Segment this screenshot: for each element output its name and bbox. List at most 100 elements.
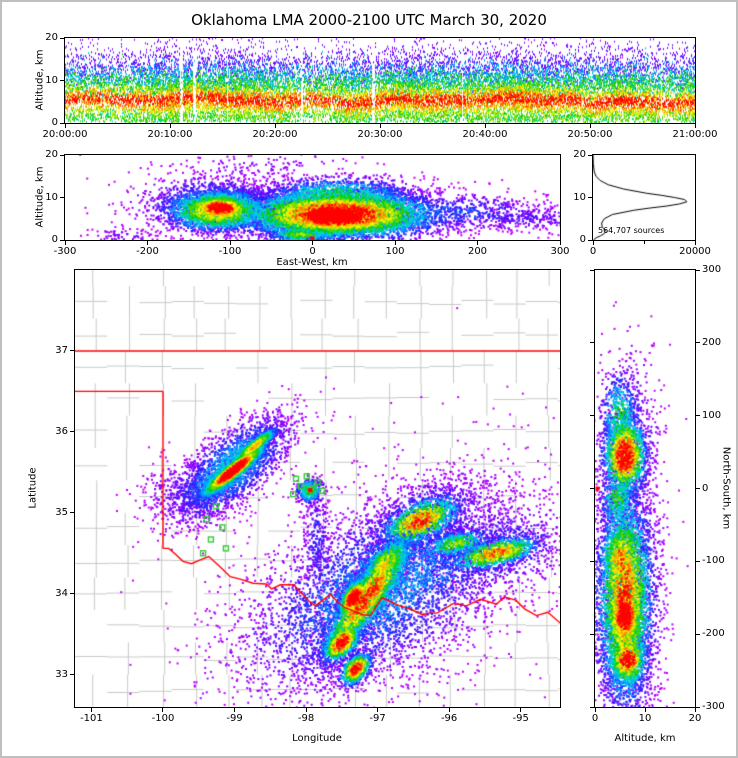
time-height-heatmap-canvas — [65, 38, 695, 123]
x-tick-label: 20:10:00 — [147, 129, 193, 140]
y-tick-mark — [70, 512, 74, 514]
x-tick-mark — [229, 241, 231, 245]
x-minor-tick-mark — [643, 241, 645, 244]
y-tick-label: 100 — [702, 409, 722, 421]
x-tick-label: 0 — [591, 713, 599, 724]
ns-cross-section-x-axis-label: Altitude, km — [614, 733, 676, 744]
y-tick-label: 36 — [55, 425, 68, 437]
y-tick-label: 35 — [55, 506, 68, 518]
y-tick-mark — [590, 269, 594, 271]
y-tick-label: 20 — [45, 149, 58, 160]
y-tick-label: 34 — [55, 587, 68, 599]
y-tick-label: -100 — [702, 555, 725, 567]
y-tick-mark — [70, 350, 74, 352]
y-tick-mark — [60, 197, 64, 198]
x-tick-mark — [592, 241, 594, 245]
y-tick-mark — [696, 488, 700, 489]
x-tick-mark — [589, 124, 591, 128]
y-tick-mark — [70, 674, 74, 676]
ew-cross-section-canvas — [65, 155, 560, 240]
x-tick-label: -200 — [136, 246, 159, 257]
x-tick-mark — [147, 241, 148, 245]
x-tick-label: -100 — [151, 713, 175, 724]
y-tick-mark — [696, 342, 700, 344]
map-y-axis-label: Latitude — [27, 467, 39, 509]
x-tick-label: -98 — [297, 713, 315, 724]
plan-view-map-panel — [74, 269, 561, 708]
ns-cross-section-panel — [594, 269, 696, 708]
y-tick-label: 300 — [702, 264, 722, 275]
y-tick-label: 10 — [45, 191, 58, 203]
y-tick-mark — [590, 342, 594, 344]
y-tick-mark — [60, 239, 64, 241]
x-tick-label: 10 — [638, 713, 652, 724]
altitude-histogram-canvas — [593, 155, 695, 240]
y-tick-label: 0 — [579, 234, 586, 245]
x-tick-mark — [694, 124, 696, 128]
x-tick-label: 20:40:00 — [462, 129, 508, 140]
source-count-annotation: 564,707 sources — [598, 226, 665, 235]
y-tick-label: -200 — [702, 628, 725, 640]
x-tick-label: 20:20:00 — [252, 129, 298, 140]
y-tick-mark — [590, 415, 594, 417]
y-tick-mark — [60, 37, 64, 39]
x-tick-mark — [64, 241, 66, 245]
y-tick-mark — [590, 488, 594, 489]
y-tick-mark — [696, 633, 700, 635]
x-tick-label: 0 — [309, 246, 316, 257]
x-tick-label: 300 — [550, 246, 570, 257]
y-tick-mark — [60, 154, 64, 156]
y-tick-label: 10 — [45, 74, 58, 86]
figure-title: Oklahoma LMA 2000-2100 UTC March 30, 202… — [191, 11, 547, 29]
x-tick-mark — [694, 241, 696, 245]
x-tick-mark — [312, 241, 313, 245]
x-tick-label: 20:30:00 — [357, 129, 403, 140]
x-tick-mark — [477, 241, 478, 245]
y-tick-label: 20 — [45, 32, 58, 43]
ew-cross-section-x-axis-label: East-West, km — [276, 257, 348, 268]
x-tick-mark — [90, 708, 92, 712]
y-tick-mark — [60, 122, 64, 124]
x-tick-mark — [594, 708, 596, 712]
y-tick-mark — [696, 269, 700, 271]
x-tick-mark — [234, 708, 236, 712]
x-tick-mark — [274, 124, 276, 128]
y-tick-label: 200 — [702, 336, 722, 348]
x-tick-mark — [169, 124, 171, 128]
y-tick-mark — [70, 431, 74, 433]
x-tick-mark — [559, 241, 561, 245]
y-tick-mark — [588, 239, 592, 241]
y-tick-label: 0 — [51, 234, 58, 245]
x-tick-label: 21:00:00 — [672, 129, 718, 140]
x-tick-mark — [694, 708, 696, 712]
altitude-histogram-panel — [592, 154, 696, 241]
time-height-panel — [64, 37, 696, 124]
x-tick-label: -96 — [440, 713, 458, 724]
y-tick-label: 0 — [51, 117, 58, 128]
ns-cross-section-canvas — [595, 270, 695, 707]
y-tick-mark — [70, 593, 74, 595]
plan-view-map-canvas — [75, 270, 560, 707]
y-tick-mark — [60, 80, 64, 81]
y-tick-mark — [696, 706, 700, 708]
x-tick-label: -99 — [226, 713, 243, 724]
y-tick-label: 33 — [55, 668, 68, 680]
y-tick-label: 37 — [55, 344, 68, 356]
y-tick-mark — [696, 415, 700, 417]
x-tick-label: -95 — [512, 713, 529, 724]
x-tick-label: 20:50:00 — [567, 129, 613, 140]
x-tick-label: -300 — [53, 246, 77, 257]
y-tick-label: 20 — [573, 149, 586, 160]
y-tick-mark — [588, 197, 592, 198]
x-tick-mark — [644, 708, 646, 712]
x-tick-label: 20 — [688, 713, 702, 724]
x-tick-mark — [379, 124, 381, 128]
x-tick-label: 200 — [467, 246, 488, 257]
y-tick-mark — [588, 154, 592, 156]
ew-cross-section-panel — [64, 154, 561, 241]
y-tick-label: 10 — [573, 191, 586, 203]
x-tick-mark — [394, 241, 396, 245]
y-tick-label: 0 — [702, 482, 709, 494]
x-tick-mark — [64, 124, 66, 128]
